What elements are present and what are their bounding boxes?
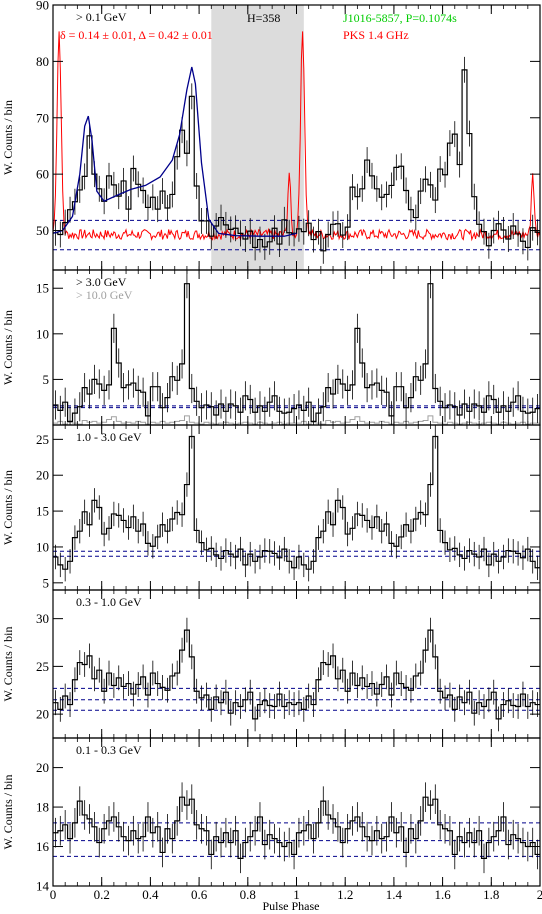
panel-1: 50 60 70 80 90 W. Counts / bin > 0.1 GeV H=358 J… — [1, 0, 541, 271]
y-ticks: 20 25 30 — [36, 611, 540, 722]
energy-band-label-secondary: > 10.0 GeV — [76, 288, 133, 302]
x-tick-label: 0.4 — [142, 887, 159, 902]
x-tick-label: 2 — [537, 887, 542, 902]
y-ticks: 5 10 15 20 25 — [36, 432, 540, 590]
x-tick-label: 0 — [50, 887, 57, 902]
x-tick-label: 0.8 — [240, 887, 256, 902]
y-axis-label: W. Counts / bin — [1, 470, 15, 545]
x-tick-label: 0.6 — [191, 887, 208, 902]
y-axis-label: W. Counts / bin — [1, 775, 15, 850]
y-ticks: 5 10 15 — [36, 281, 540, 387]
peak-phases-label: δ = 0.14 ± 0.01, Δ = 0.42 ± 0.01 — [60, 28, 213, 42]
panel-2: 5 10 15 W. Counts / bin > 3.0 GeV> 10.0 GeV — [1, 269, 541, 426]
panel-4: 20 25 30 W. Counts / bin 0.3 - 1.0 GeV — [1, 589, 541, 739]
energy-band-label: 0.1 - 0.3 GeV — [76, 743, 142, 757]
x-ticks — [52, 270, 541, 425]
x-tick-label: 0.2 — [94, 887, 110, 902]
panel-3: 5 10 15 20 25 W. Counts / bin 1.0 - 3.0 GeV — [1, 424, 541, 591]
counts-histogram-line — [53, 796, 540, 859]
y-tick-label: 5 — [43, 372, 50, 387]
counts-histogram-line — [53, 629, 540, 720]
x-ticks — [52, 738, 541, 886]
counts-histogram-line — [53, 435, 540, 570]
y-tick-label: 16 — [36, 839, 50, 854]
energy-band-label: 0.3 - 1.0 GeV — [76, 595, 142, 609]
x-axis-label: Pulse Phase — [263, 899, 320, 913]
panel-frame — [52, 737, 541, 887]
x-tick-labels: 0 0.2 0.4 0.6 0.8 1 1.2 1.4 1.6 1.8 2 — [50, 887, 542, 902]
x-tick-label: 1.6 — [434, 887, 451, 902]
y-axis-label: W. Counts / bin — [1, 100, 15, 175]
plot-area — [53, 5, 540, 270]
y-ticks: 50 60 70 80 90 — [36, 0, 540, 238]
y-tick-label: 20 — [36, 760, 49, 775]
y-tick-label: 50 — [36, 223, 49, 238]
y-tick-label: 5 — [43, 575, 50, 590]
x-ticks — [52, 425, 541, 590]
x-tick-label: 1.4 — [386, 887, 403, 902]
y-tick-label: 25 — [36, 432, 49, 447]
panel-frame — [52, 589, 541, 739]
error-bars — [55, 617, 538, 732]
y-axis-label: W. Counts / bin — [1, 627, 15, 702]
x-tick-label: 1.8 — [483, 887, 499, 902]
y-tick-label: 30 — [36, 611, 49, 626]
energy-band-label: 1.0 - 3.0 GeV — [76, 430, 142, 444]
counts-histogram-line — [53, 69, 540, 252]
y-tick-label: 25 — [36, 659, 49, 674]
y-tick-label: 80 — [36, 54, 49, 69]
shaded-phase-region — [211, 5, 304, 270]
y-tick-label: 60 — [36, 167, 49, 182]
y-tick-label: 20 — [36, 707, 49, 722]
counts-histogram-line — [53, 283, 540, 422]
x-ticks — [52, 590, 541, 738]
radio-profile-line — [53, 31, 540, 242]
y-tick-label: 20 — [36, 468, 49, 483]
x-ticks — [52, 5, 541, 270]
radio-label: PKS 1.4 GHz — [343, 28, 409, 42]
y-tick-label: 70 — [36, 110, 49, 125]
x-tick-label: 1 — [293, 887, 300, 902]
y-tick-label: 15 — [36, 281, 49, 296]
x-tick-label: 1.2 — [337, 887, 353, 902]
y-tick-label: 14 — [36, 879, 50, 894]
y-tick-label: 18 — [36, 800, 49, 815]
y-axis-label: W. Counts / bin — [1, 310, 15, 385]
energy-band-label: > 3.0 GeV — [76, 275, 127, 289]
y-ticks: 14 16 18 20 — [36, 760, 540, 894]
energy-band-label: > 0.1 GeV — [76, 10, 127, 24]
y-tick-label: 90 — [36, 0, 49, 13]
y-tick-label: 10 — [36, 539, 49, 554]
pulsar-label: J1016-5857, P=0.1074s — [343, 11, 457, 25]
plot-area — [53, 425, 540, 582]
panel-5: 14 16 18 20 W. Counts / bin 0.1 - 0.3 GeV — [1, 737, 541, 894]
y-tick-label: 10 — [36, 326, 49, 341]
plot-area — [53, 782, 540, 874]
plot-area — [53, 617, 540, 732]
htest-label: H=358 — [247, 11, 280, 25]
y-tick-label: 15 — [36, 504, 49, 519]
error-bars — [55, 782, 538, 874]
fit-curve-line — [53, 66, 297, 237]
